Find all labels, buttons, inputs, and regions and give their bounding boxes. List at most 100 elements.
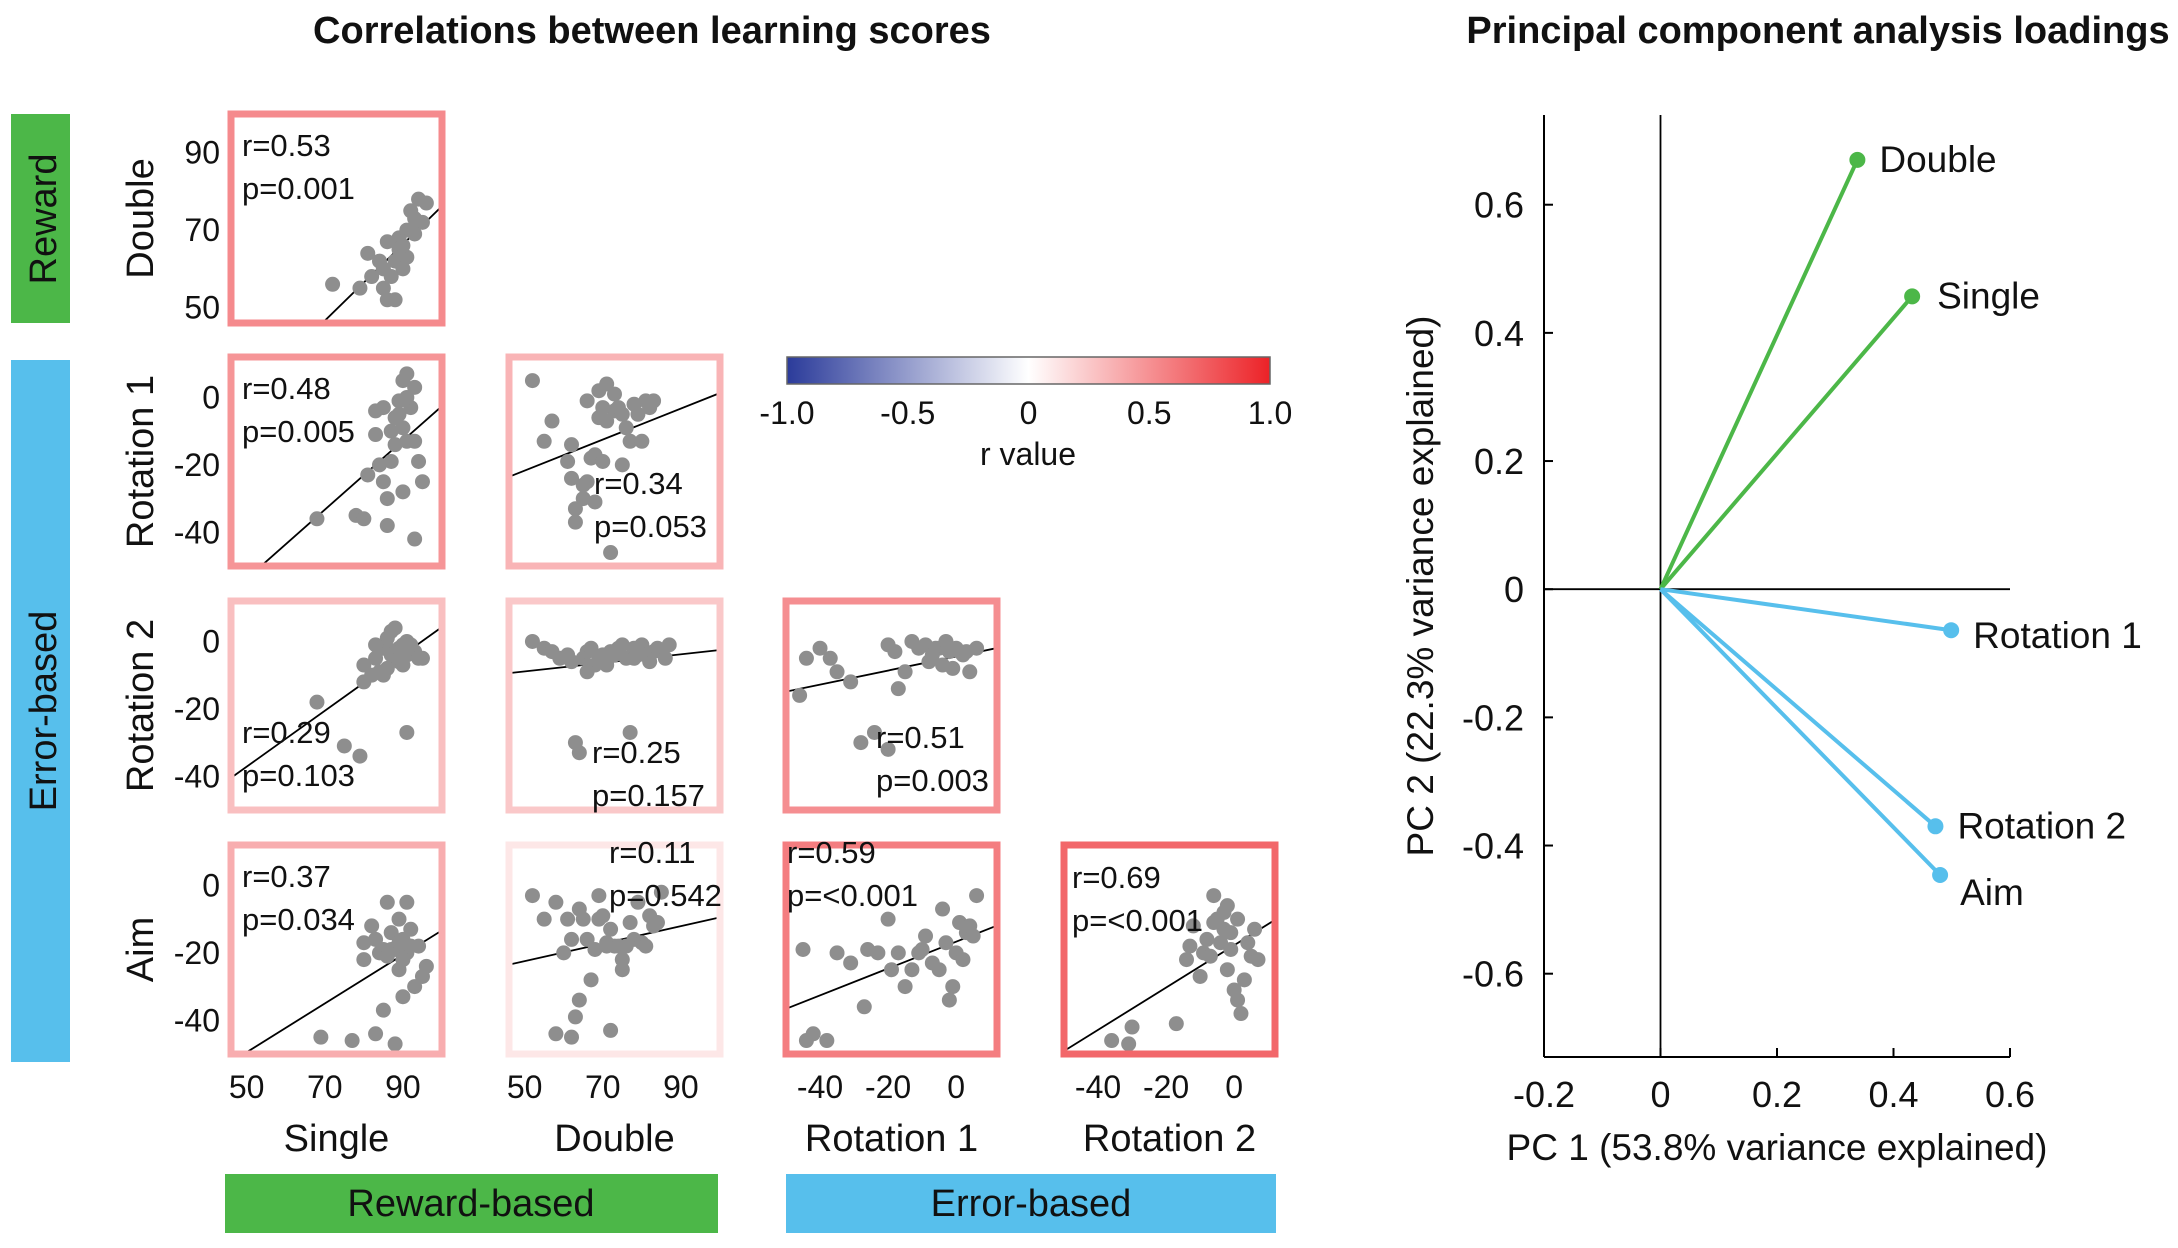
data-point <box>567 1009 583 1025</box>
data-point <box>657 650 673 666</box>
data-point <box>407 379 423 395</box>
data-point <box>955 952 971 968</box>
data-point <box>884 962 899 978</box>
r-value-label: r=0.69 <box>1072 860 1161 895</box>
colorbar-tick-label: 0 <box>1020 395 1038 431</box>
data-point <box>560 911 576 927</box>
colorbar-label: r value <box>980 436 1076 472</box>
data-point <box>399 724 415 740</box>
data-point <box>890 681 906 697</box>
pca-x-tick-label: 0.6 <box>1985 1074 2035 1115</box>
scatter-cell-aim-vs-rotation-2: r=0.69 p=<0.001 <box>1060 841 1279 1058</box>
data-point <box>579 931 595 947</box>
data-point <box>524 633 540 649</box>
data-point <box>371 457 387 473</box>
data-point <box>536 911 552 927</box>
col-label-double: Double <box>554 1118 674 1160</box>
data-point <box>391 935 407 951</box>
data-point <box>1206 915 1222 931</box>
loading-single: Single <box>1658 275 2040 591</box>
data-point <box>356 952 372 968</box>
data-point <box>829 945 845 961</box>
data-point <box>1124 1019 1140 1035</box>
colorbar-tick-label: 0.5 <box>1127 395 1171 431</box>
data-point <box>792 687 808 703</box>
pca-y-tick-label: 0.4 <box>1474 313 1524 354</box>
data-point <box>575 491 591 507</box>
data-point <box>344 1033 360 1049</box>
data-point <box>375 280 391 296</box>
colorbar: -1.0 -0.5 0 0.5 1.0 r value <box>759 356 1292 472</box>
data-point <box>383 423 399 439</box>
col-label-rotation-2: Rotation 2 <box>1083 1118 1256 1160</box>
data-point <box>1230 911 1246 927</box>
data-point <box>1230 992 1246 1008</box>
cell-frame <box>782 841 1001 1058</box>
data-point <box>395 238 411 254</box>
data-point <box>1202 948 1218 964</box>
data-point <box>579 664 595 680</box>
data-point <box>880 741 896 757</box>
row-label-double: Double <box>120 158 162 278</box>
data-point <box>1223 925 1239 941</box>
regression-line <box>1064 919 1275 1052</box>
data-point <box>634 433 650 449</box>
data-point <box>904 962 920 978</box>
data-point <box>548 894 564 910</box>
data-point <box>395 484 411 500</box>
x-tick-label-rotation-1: 0 <box>947 1069 965 1105</box>
data-point <box>607 386 622 402</box>
data-point <box>579 393 595 409</box>
data-point <box>564 654 580 670</box>
data-point <box>1182 938 1198 954</box>
scatter-cell-rotation-2-vs-double: r=0.25 p=0.157 <box>505 597 724 814</box>
y-tick-label-rotation-1: 0 <box>202 379 220 415</box>
data-point <box>309 511 325 527</box>
data-point <box>945 660 961 676</box>
data-point <box>368 1026 384 1042</box>
scatter-cell-aim-vs-rotation-1: r=0.59 p=<0.001 <box>782 835 1001 1058</box>
data-point <box>544 413 560 429</box>
r-value-label: r=0.51 <box>876 720 965 755</box>
data-point <box>571 745 587 761</box>
data-point <box>414 474 430 490</box>
col-group-bar-error <box>786 1174 1276 1233</box>
data-point <box>379 518 395 534</box>
data-point <box>880 911 896 927</box>
data-point <box>364 918 380 934</box>
data-point <box>1233 1006 1249 1022</box>
scatter-cell-rotation-1-vs-single: r=0.48 p=0.005 <box>227 353 446 570</box>
x-tick-label-rotation-2: -40 <box>1075 1069 1121 1105</box>
row-label-rotation-2: Rotation 2 <box>120 619 162 792</box>
row-group-bar-reward <box>11 114 70 323</box>
row-label-aim: Aim <box>120 917 162 982</box>
data-point <box>591 888 607 904</box>
data-point <box>1179 952 1195 968</box>
data-point <box>880 637 896 653</box>
loading-point <box>1904 288 1921 305</box>
data-point <box>595 454 611 469</box>
data-point <box>618 420 634 436</box>
data-point <box>798 650 814 666</box>
data-point <box>819 1033 835 1049</box>
data-point <box>614 637 630 653</box>
data-point <box>387 292 403 308</box>
loading-label: Single <box>1937 275 2040 316</box>
y-tick-label-double: 50 <box>184 290 220 326</box>
loading-aim: Aim <box>1659 587 2024 913</box>
loading-vector <box>1660 587 1952 633</box>
r-value-label: r=0.48 <box>242 371 331 406</box>
scatter-matrix: r=0.53p=0.001r=0.48p=0.005r=0.34p=0.053r… <box>120 110 1279 1160</box>
data-point <box>368 931 384 947</box>
data-point <box>579 474 595 490</box>
data-point <box>587 494 603 510</box>
data-point <box>622 915 638 931</box>
x-tick-label-double: 70 <box>585 1069 621 1105</box>
data-point <box>383 623 399 639</box>
loading-point <box>1932 867 1949 884</box>
data-point <box>918 928 934 944</box>
pca-y-tick-label: 0 <box>1504 569 1524 610</box>
y-tick-label-double: 70 <box>184 212 220 248</box>
data-point <box>560 454 576 469</box>
data-point <box>399 894 415 910</box>
